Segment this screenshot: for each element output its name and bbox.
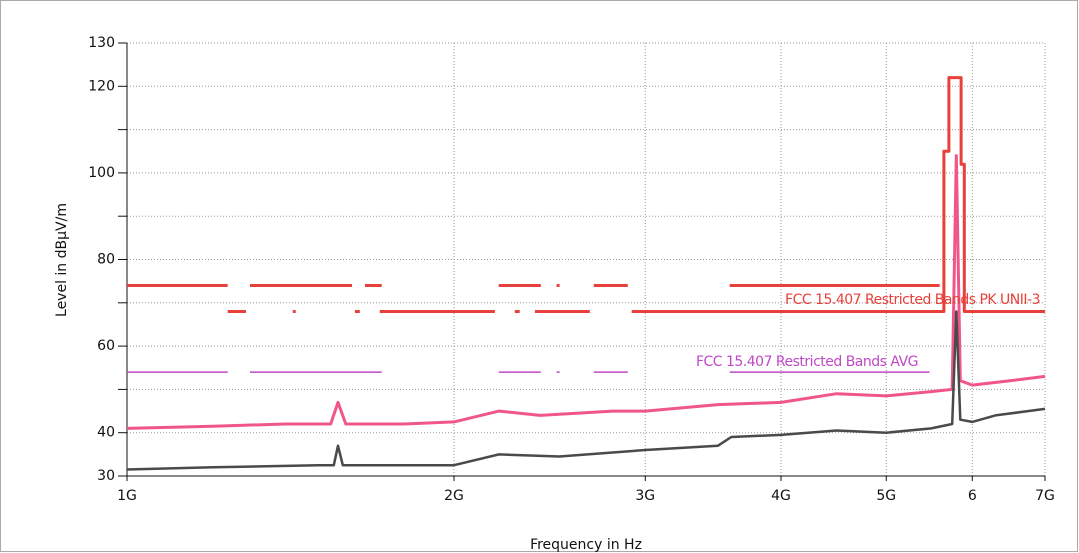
x-tick-label: 3G: [635, 488, 655, 504]
series-label: FCC 15.407 Restricted Bands PK UNII-3: [785, 292, 1040, 308]
x-tick-label: 2G: [444, 488, 464, 504]
x-tick-label: 5G: [876, 488, 896, 504]
y-tick-label: 80: [97, 252, 115, 268]
y-tick-label: 120: [88, 78, 115, 94]
series-line: [127, 76, 1045, 313]
series-line: [126, 310, 1046, 471]
y-tick-label: 30: [97, 468, 115, 484]
y-tick-label: 100: [88, 165, 115, 181]
x-tick-label: 4G: [771, 488, 791, 504]
x-tick-label: 7G: [1035, 488, 1055, 504]
y-tick-label: 60: [97, 338, 115, 354]
x-tick-label: 6: [968, 488, 977, 504]
y-tick-label: 40: [97, 425, 115, 441]
series-line: [126, 154, 1046, 430]
y-axis-title: Level in dBµV/m: [54, 203, 70, 317]
y-tick-label: 130: [88, 35, 115, 51]
x-tick-label: 1G: [117, 488, 137, 504]
series-label: FCC 15.407 Restricted Bands AVG: [696, 354, 918, 370]
x-axis-title: Frequency in Hz: [530, 537, 642, 553]
